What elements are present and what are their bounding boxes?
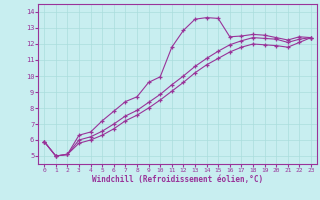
- X-axis label: Windchill (Refroidissement éolien,°C): Windchill (Refroidissement éolien,°C): [92, 175, 263, 184]
